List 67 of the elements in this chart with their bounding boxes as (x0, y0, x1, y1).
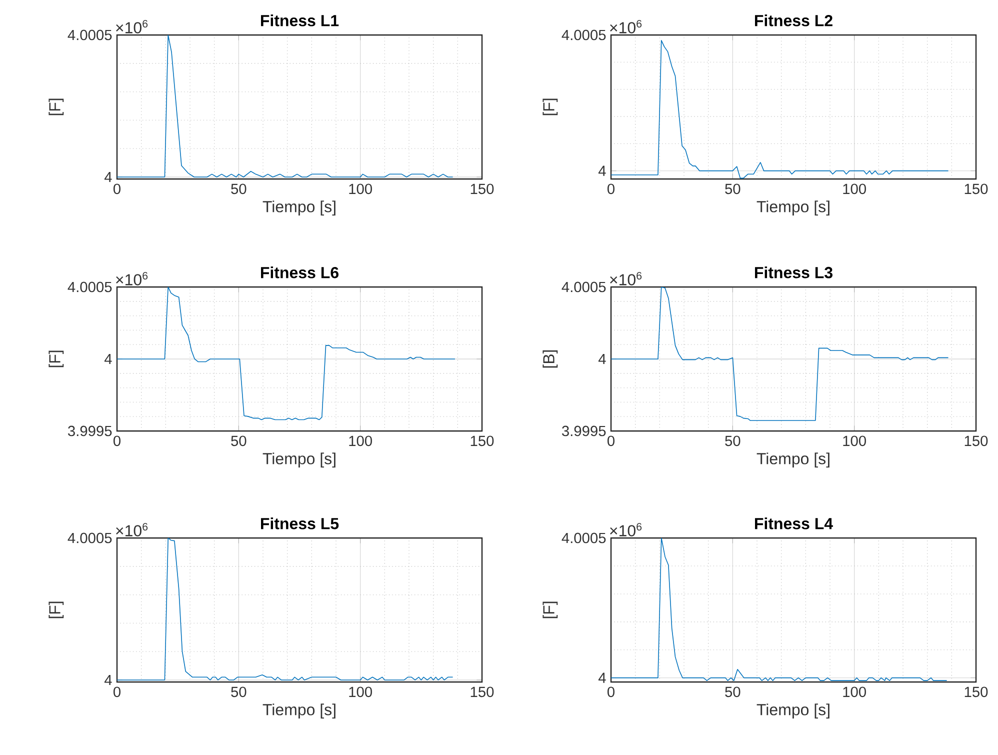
y-tick-label: 4 (104, 674, 112, 686)
x-axis-title: Tiempo [s] (262, 704, 336, 718)
chart-title: Fitness L6 (261, 266, 338, 278)
y-axis-title: [F] (542, 98, 558, 116)
y-tick-label: 4.0005 (562, 30, 606, 40)
y-axis-title: [B] (542, 350, 558, 368)
chart-title: Fitness L5 (261, 518, 339, 530)
y-axis-title: [F] (542, 602, 558, 618)
y-tick-label: 4 (104, 172, 112, 182)
x-axis-title: Tiempo [s] (756, 452, 830, 468)
text: ×10$^{6}$ (116, 522, 148, 536)
x-tick-label: 50 (231, 184, 246, 194)
x-tick-label: 100 (843, 436, 866, 446)
y-axis-title: [F] (48, 98, 64, 116)
x-tick-label: 150 (470, 184, 494, 194)
x-tick-label: 0 (607, 436, 614, 446)
x-tick-label: 0 (113, 436, 120, 446)
x-tick-label: 50 (231, 686, 246, 698)
x-tick-label: 0 (607, 184, 614, 194)
x-tick-label: 0 (113, 184, 120, 194)
text: ×10$^{6}$ (116, 272, 148, 286)
line-series (117, 286, 456, 420)
x-axis-title: Tiempo [s] (756, 704, 830, 718)
x-tick-label: 150 (964, 436, 988, 446)
y-tick-label: 4.0005 (562, 532, 606, 544)
x-tick-label: 0 (113, 686, 120, 698)
chart-title: Fitness L1 (261, 14, 339, 26)
y-tick-label: 4.0005 (68, 30, 112, 40)
x-tick-label: 150 (964, 184, 988, 194)
line-series (117, 34, 454, 178)
line-series (117, 538, 454, 680)
x-tick-label: 150 (964, 686, 988, 698)
x-axis-title: Tiempo [s] (262, 200, 336, 216)
x-axis-title: Tiempo [s] (756, 200, 830, 216)
x-tick-label: 150 (470, 686, 494, 698)
y-tick-label: 3.9995 (68, 426, 112, 436)
y-axis-title: [F] (48, 602, 64, 618)
x-tick-label: 150 (470, 436, 494, 446)
x-tick-label: 100 (843, 184, 866, 194)
x-tick-label: 100 (349, 686, 372, 698)
y-tick-label: 4 (598, 672, 606, 683)
y-tick-label: 4 (598, 354, 606, 364)
text: ×10$^{6}$ (610, 272, 642, 286)
text: ×10$^{6}$ (610, 20, 642, 34)
x-tick-label: 0 (607, 686, 614, 698)
text: ×10$^{6}$ (116, 20, 148, 34)
chart-title: Fitness L4 (755, 518, 833, 530)
y-tick-label: 4 (104, 354, 112, 364)
line-series (611, 40, 949, 179)
x-tick-label: 100 (843, 686, 866, 698)
y-tick-label: 4.0005 (68, 532, 112, 544)
text: ×10$^{6}$ (610, 522, 642, 536)
x-tick-label: 100 (349, 184, 372, 194)
y-tick-label: 4.0005 (68, 282, 112, 292)
x-tick-label: 50 (725, 184, 740, 194)
x-tick-label: 50 (725, 436, 740, 446)
x-axis-title: Tiempo [s] (262, 452, 336, 468)
line-series (611, 286, 949, 421)
y-tick-label: 3.9995 (562, 426, 606, 436)
y-tick-label: 4.0005 (562, 282, 606, 292)
x-tick-label: 100 (349, 436, 372, 446)
chart-title: Fitness L2 (755, 14, 832, 26)
chart-title: Fitness L3 (755, 266, 832, 278)
x-tick-label: 50 (725, 686, 740, 698)
y-axis-title: [F] (48, 350, 64, 368)
x-tick-label: 50 (231, 436, 246, 446)
y-tick-label: 4 (598, 166, 606, 176)
